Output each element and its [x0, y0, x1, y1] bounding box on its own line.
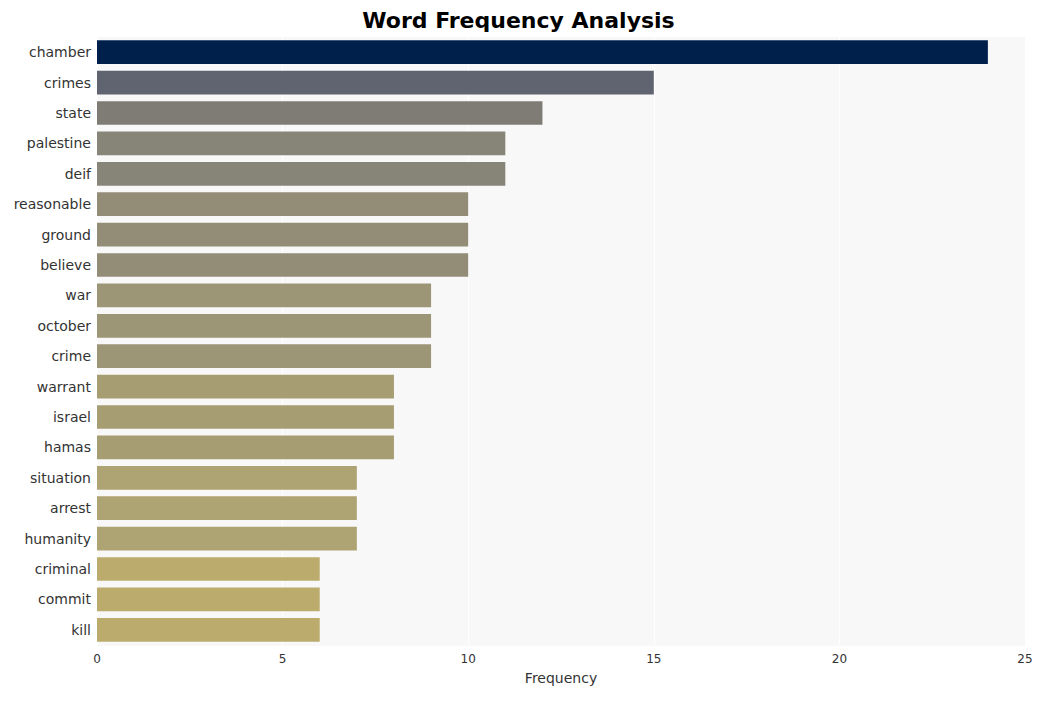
- svg-text:reasonable: reasonable: [14, 196, 91, 212]
- svg-text:warrant: warrant: [37, 379, 92, 395]
- svg-text:hamas: hamas: [44, 439, 91, 455]
- svg-text:10: 10: [461, 652, 476, 666]
- svg-text:Frequency: Frequency: [525, 670, 597, 686]
- svg-text:state: state: [56, 105, 91, 121]
- svg-text:ground: ground: [41, 227, 91, 243]
- svg-text:commit: commit: [38, 591, 91, 607]
- svg-text:criminal: criminal: [35, 561, 91, 577]
- svg-text:israel: israel: [53, 409, 91, 425]
- svg-text:25: 25: [1017, 652, 1032, 666]
- svg-text:believe: believe: [40, 257, 91, 273]
- svg-text:15: 15: [646, 652, 661, 666]
- svg-text:deif: deif: [65, 166, 92, 182]
- svg-text:arrest: arrest: [50, 500, 91, 516]
- svg-text:humanity: humanity: [25, 531, 92, 547]
- svg-text:war: war: [65, 287, 91, 303]
- svg-text:october: october: [37, 318, 91, 334]
- svg-text:kill: kill: [71, 622, 91, 638]
- svg-text:Word Frequency Analysis: Word Frequency Analysis: [362, 8, 674, 33]
- svg-text:palestine: palestine: [27, 135, 91, 151]
- svg-text:5: 5: [279, 652, 287, 666]
- svg-text:chamber: chamber: [29, 44, 91, 60]
- svg-text:0: 0: [93, 652, 101, 666]
- svg-text:crime: crime: [51, 348, 91, 364]
- svg-text:crimes: crimes: [44, 75, 91, 91]
- svg-text:20: 20: [832, 652, 847, 666]
- svg-text:situation: situation: [30, 470, 91, 486]
